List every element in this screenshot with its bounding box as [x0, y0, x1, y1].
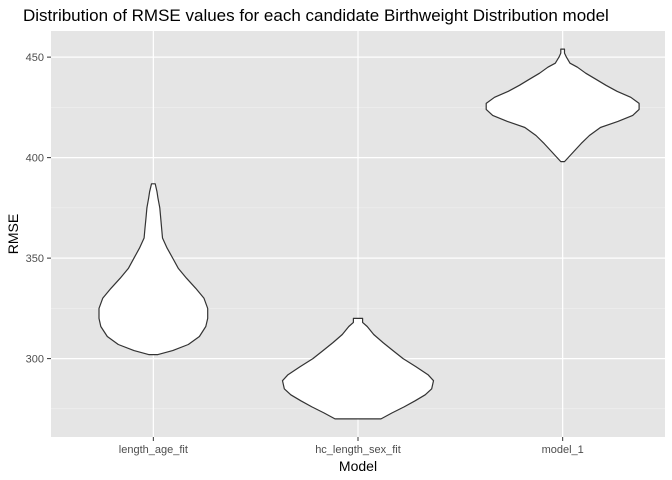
- violin-model-1: [485, 48, 640, 163]
- x-tick-label: length_age_fit: [119, 444, 188, 456]
- x-axis: length_age_fit hc_length_sex_fit model_1: [119, 437, 584, 456]
- y-axis-title: RMSE: [5, 214, 21, 254]
- y-tick-label: 450: [26, 52, 44, 64]
- y-tick-label: 350: [26, 253, 44, 265]
- violin-hc-length-sex-fit: [281, 317, 435, 420]
- y-axis: 300 350 400 450: [26, 52, 51, 366]
- x-axis-title: Model: [339, 458, 377, 474]
- violin-length-age-fit: [98, 183, 209, 356]
- x-tick-label: hc_length_sex_fit: [315, 444, 401, 456]
- y-tick-label: 300: [26, 354, 44, 366]
- x-tick-label: model_1: [542, 444, 584, 456]
- violins: [98, 48, 640, 420]
- y-tick-label: 400: [26, 153, 44, 165]
- chart-title: Distribution of RMSE values for each can…: [23, 6, 609, 25]
